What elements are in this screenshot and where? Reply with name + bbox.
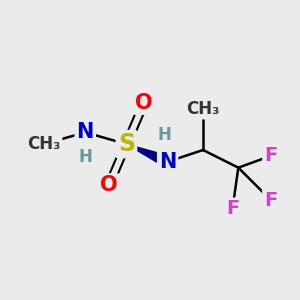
Text: S: S: [118, 132, 135, 156]
Text: F: F: [264, 190, 277, 210]
Text: N: N: [159, 152, 176, 172]
Text: CH₃: CH₃: [27, 135, 61, 153]
Text: H: H: [78, 148, 92, 166]
Text: O: O: [135, 93, 153, 113]
Text: H: H: [158, 126, 172, 144]
Text: O: O: [100, 175, 118, 195]
Text: F: F: [264, 146, 277, 165]
Polygon shape: [126, 144, 170, 167]
Text: N: N: [76, 122, 94, 142]
Text: CH₃: CH₃: [186, 100, 220, 118]
Text: F: F: [226, 200, 239, 218]
